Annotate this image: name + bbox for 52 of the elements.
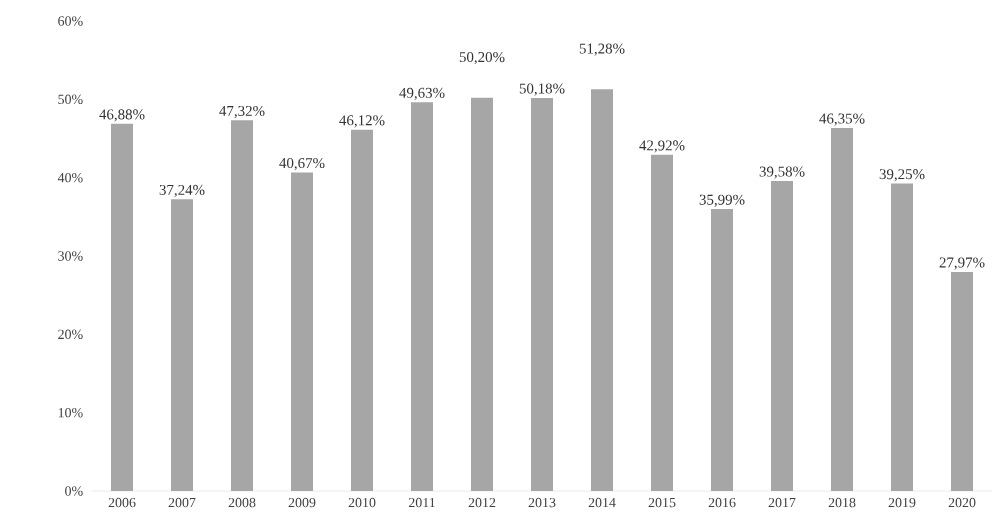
data-label: 46,12%	[339, 115, 385, 128]
y-tick-label: 60%	[58, 16, 83, 26]
data-label: 39,25%	[879, 169, 925, 182]
y-tick-label: 40%	[57, 172, 83, 183]
bar	[591, 89, 614, 491]
data-label: 39,58%	[759, 166, 805, 179]
x-tick-label: 2008	[228, 497, 256, 508]
bar	[471, 97, 493, 491]
data-label: 35,99%	[699, 194, 745, 207]
data-label: 37,24%	[159, 184, 205, 198]
bar	[291, 172, 313, 491]
bar	[531, 97, 554, 491]
x-tick-label: 2020	[948, 497, 976, 508]
data-label: 51,28%	[579, 43, 625, 56]
bar	[771, 180, 794, 491]
bar	[891, 183, 914, 491]
bar	[411, 102, 433, 491]
data-label: 50,20%	[459, 51, 505, 65]
x-tick-label: 2013	[528, 497, 556, 508]
bar	[951, 271, 974, 491]
data-label: 42,92%	[639, 140, 685, 153]
data-label: 27,97%	[939, 257, 985, 270]
data-label: 47,32%	[219, 105, 265, 119]
y-tick-label: 20%	[58, 329, 83, 340]
bar	[231, 120, 253, 491]
x-tick-label: 2010	[348, 497, 376, 508]
x-tick-label: 2007	[168, 497, 196, 508]
y-tick-label: 0%	[65, 486, 83, 496]
data-label: 46,88%	[99, 109, 145, 122]
bar	[111, 123, 133, 491]
y-tick-label: 50%	[58, 94, 83, 105]
y-tick-label: 10%	[58, 407, 83, 418]
x-tick-label: 2018	[828, 497, 856, 508]
x-tick-label: 2009	[288, 497, 316, 508]
x-tick-label: 2011	[408, 497, 435, 508]
y-tick-label: 30%	[58, 251, 83, 261]
data-label: 46,35%	[819, 113, 865, 126]
x-tick-label: 2019	[888, 497, 916, 508]
bar	[711, 209, 734, 491]
bar	[831, 127, 854, 491]
x-tick-label: 2014	[588, 497, 616, 508]
bar	[171, 199, 193, 491]
bar	[351, 129, 373, 491]
data-label: 49,63%	[399, 87, 445, 101]
x-tick-label: 2017	[768, 497, 796, 508]
x-tick-label: 2006	[108, 497, 136, 508]
data-label: 50,18%	[519, 83, 565, 96]
x-tick-label: 2012	[468, 497, 496, 508]
data-label: 40,67%	[279, 157, 325, 171]
x-tick-label: 2015	[648, 497, 676, 508]
x-tick-label: 2016	[708, 497, 736, 508]
bar	[651, 154, 674, 491]
